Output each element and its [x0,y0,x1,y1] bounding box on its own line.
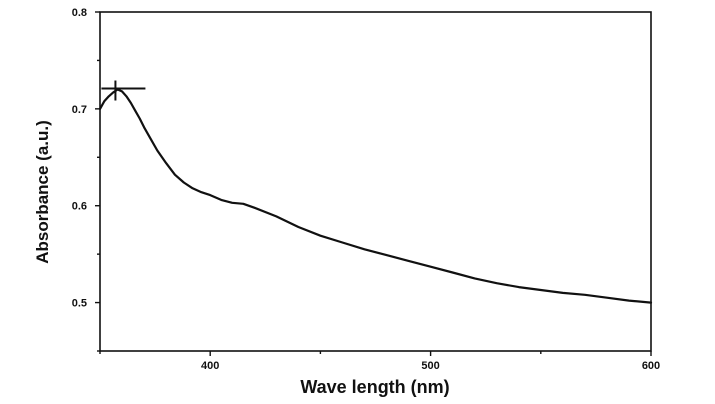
x-tick-label: 600 [642,360,660,372]
y-axis-ticks: 0.5 0.6 0.7 0.8 [72,7,100,352]
plot-frame [99,11,652,352]
x-axis-ticks: 400 500 600 [99,351,660,372]
y-axis-title: Absorbance (a.u.) [33,120,52,264]
y-tick-label: 0.5 [72,298,87,310]
x-axis-title: Wave length (nm) [300,377,449,397]
peak-marker [101,80,146,101]
y-tick-label: 0.6 [72,201,87,213]
y-tick-label: 0.8 [72,7,87,19]
y-tick-label: 0.7 [72,104,87,116]
plot-border [99,11,652,352]
x-tick-label: 500 [421,360,439,372]
absorbance-curve [98,88,653,304]
x-tick-label: 400 [201,360,219,372]
